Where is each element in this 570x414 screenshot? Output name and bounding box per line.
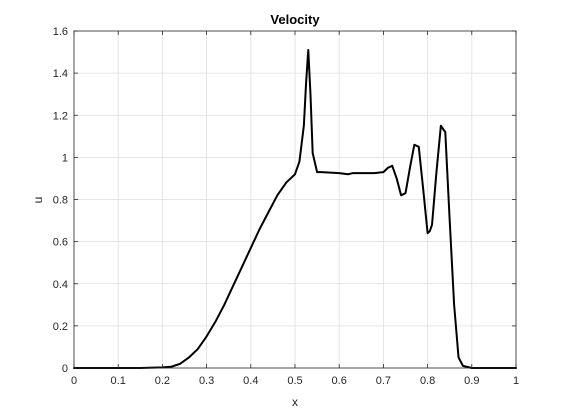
x-tick-label: 0.2 — [155, 375, 170, 387]
y-tick-label: 0.4 — [53, 279, 68, 291]
x-tick-label: 0.4 — [243, 375, 258, 387]
y-tick-label: 1.4 — [53, 68, 68, 80]
y-tick-label: 1.2 — [53, 110, 68, 122]
x-tick-label: 1 — [513, 375, 519, 387]
x-tick-label: 0.5 — [287, 375, 302, 387]
y-tick-label: 0.8 — [53, 195, 68, 207]
y-tick-label: 0.2 — [53, 321, 68, 333]
y-axis-label: u — [31, 197, 45, 204]
x-tick-labels: 0 0.1 0.2 0.3 0.4 0.5 0.6 0.7 0.8 0.9 1 — [71, 375, 519, 387]
x-tick-label: 0.1 — [111, 375, 126, 387]
x-tick-label: 0.6 — [332, 375, 347, 387]
x-tick-label: 0.7 — [376, 375, 391, 387]
x-tick-label: 0.9 — [464, 375, 479, 387]
x-axis-label: x — [292, 395, 298, 409]
y-tick-label: 0 — [62, 363, 68, 375]
x-tick-label: 0 — [71, 375, 77, 387]
velocity-series-line — [73, 48, 517, 369]
y-tick-label: 0.6 — [53, 237, 68, 249]
tick-marks — [73, 30, 517, 369]
y-tick-label: 1 — [62, 152, 68, 164]
chart-title: Velocity — [270, 12, 320, 27]
x-tick-label: 0.8 — [420, 375, 435, 387]
y-tick-label: 1.6 — [53, 26, 68, 38]
y-tick-labels: 0 0.2 0.4 0.6 0.8 1 1.2 1.4 1.6 — [53, 26, 68, 375]
x-tick-label: 0.3 — [199, 375, 214, 387]
series-layer — [73, 48, 517, 369]
